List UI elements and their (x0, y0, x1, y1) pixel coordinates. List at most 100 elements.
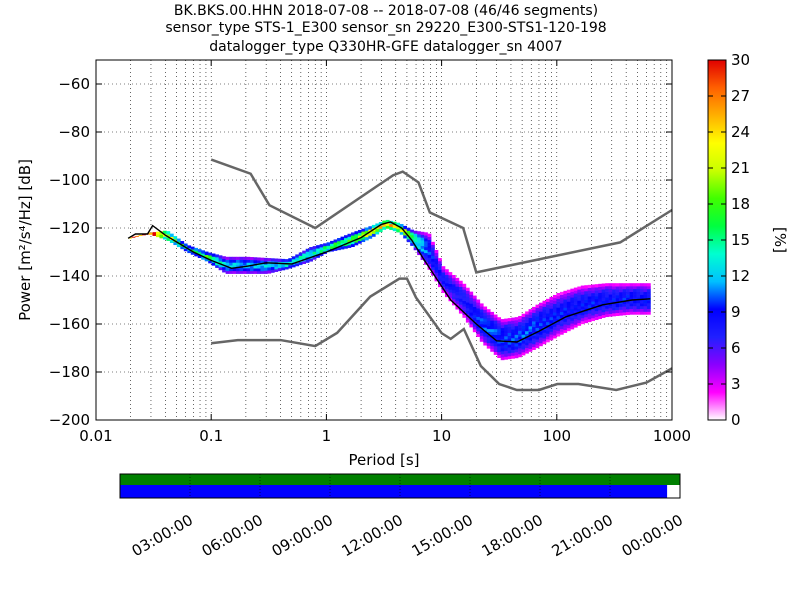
density-cell (539, 337, 543, 341)
density-cell (542, 318, 547, 322)
density-cell (535, 344, 540, 349)
density-cell (340, 236, 345, 241)
density-cell (633, 286, 637, 290)
density-cell (521, 322, 526, 326)
density-cell (612, 292, 616, 296)
density-cell (528, 340, 533, 344)
density-cell (305, 254, 310, 258)
density-cell (563, 296, 568, 300)
density-cell (577, 314, 582, 318)
density-cell (246, 268, 251, 272)
density-cell (507, 344, 512, 348)
density-cell (521, 319, 526, 323)
title-line-3: datalogger_type Q330HR-GFE datalogger_sn… (209, 39, 562, 55)
density-cell (375, 231, 380, 235)
density-cell (636, 294, 641, 298)
density-cell (521, 331, 526, 335)
density-cell (274, 269, 279, 272)
density-cell (417, 245, 421, 250)
density-cell (431, 258, 435, 262)
density-cell (566, 295, 571, 299)
density-cell (350, 232, 355, 236)
density-cell (511, 343, 515, 348)
density-cell (511, 323, 515, 327)
density-cell (594, 298, 599, 303)
density-cell (549, 299, 554, 303)
density-cell (427, 260, 432, 264)
density-cell (521, 334, 526, 338)
density-cell (472, 301, 477, 305)
density-cell (504, 321, 508, 325)
density-cell (556, 316, 561, 320)
density-cell (615, 312, 620, 316)
density-cell (357, 238, 362, 242)
density-cell (591, 312, 596, 316)
density-cell (528, 331, 533, 335)
density-cell (542, 332, 547, 336)
density-cell (462, 306, 467, 310)
density-cell (640, 303, 644, 307)
density-cell (500, 336, 505, 340)
density-cell (260, 257, 265, 261)
density-cell (573, 290, 578, 294)
density-cell (542, 315, 547, 319)
density-cell (504, 341, 508, 346)
coverage-time-label: 21:00:00 (549, 511, 616, 560)
density-cell (438, 272, 442, 276)
density-cell (218, 266, 223, 271)
density-cell (176, 238, 181, 242)
density-cell (479, 312, 484, 316)
density-cell (347, 233, 352, 237)
density-cell (267, 258, 272, 262)
density-cell (605, 308, 609, 312)
density-cell (197, 254, 202, 259)
density-cell (208, 260, 212, 264)
density-cell (573, 318, 578, 322)
density-cell (643, 300, 648, 304)
density-cell (424, 235, 428, 239)
density-cell (305, 259, 310, 263)
density-cell (552, 335, 557, 339)
density-cell (476, 308, 481, 312)
density-cell (187, 245, 192, 249)
density-cell (441, 280, 446, 285)
density-cell (608, 308, 613, 312)
density-cell (615, 295, 620, 299)
density-cell (458, 283, 463, 287)
density-cell (420, 248, 425, 252)
density-cell (493, 325, 498, 330)
density-cell (260, 262, 265, 266)
density-cell (218, 261, 223, 265)
density-cell (451, 296, 456, 300)
density-cell (201, 253, 206, 257)
density-cell (337, 240, 341, 245)
density-cell (493, 351, 498, 355)
density-cell (420, 231, 425, 235)
density-cell (605, 299, 609, 304)
coverage-time-label: 18:00:00 (479, 511, 546, 560)
density-cell (640, 311, 644, 315)
density-cell (525, 347, 529, 351)
density-cell (573, 301, 578, 305)
density-cell (479, 323, 484, 328)
density-cell (316, 254, 320, 258)
density-cell (305, 251, 310, 255)
density-cell (518, 315, 522, 320)
density-cell (507, 332, 512, 336)
density-cell (479, 309, 484, 313)
density-cell (646, 294, 651, 298)
density-cell (479, 332, 484, 336)
density-cell (472, 323, 477, 327)
density-cell (570, 320, 575, 324)
density-cell (535, 304, 540, 308)
density-cell (646, 305, 651, 310)
density-cell (476, 302, 481, 306)
density-cell (615, 292, 620, 296)
density-cell (577, 286, 582, 290)
density-cell (462, 314, 467, 318)
density-cell (424, 232, 428, 236)
density-cell (633, 305, 637, 310)
density-cell (573, 293, 578, 297)
density-cell (612, 313, 616, 317)
density-cell (444, 285, 449, 289)
